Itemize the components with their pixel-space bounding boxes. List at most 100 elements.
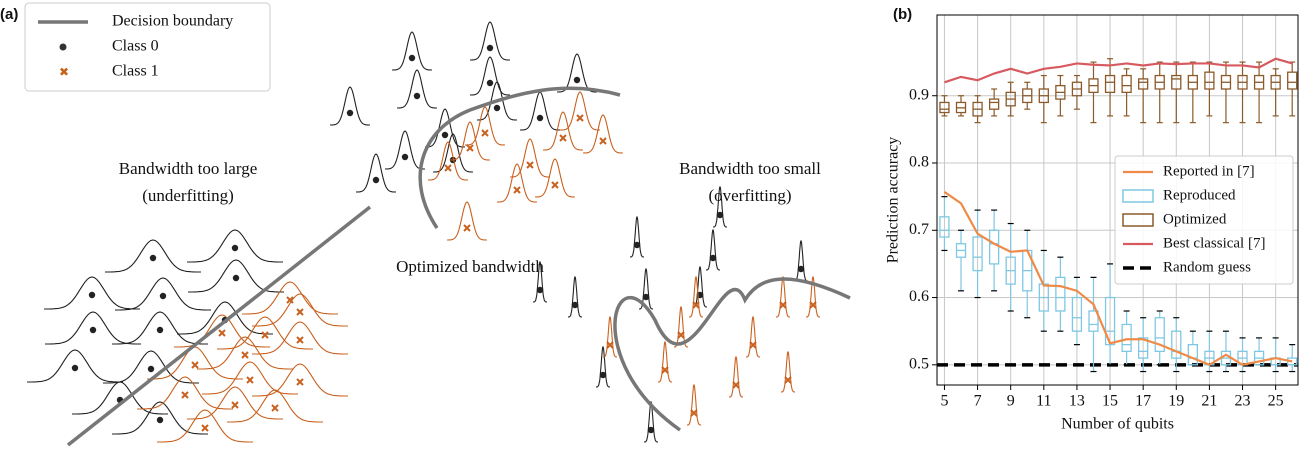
y-axis-label: Prediction accuracy xyxy=(885,137,902,264)
x-tick-label: 11 xyxy=(1036,393,1051,410)
gaussian xyxy=(510,138,550,178)
class-1-point xyxy=(732,381,740,389)
diagram xyxy=(27,21,851,447)
box xyxy=(1138,78,1149,90)
legend-box xyxy=(24,2,271,92)
gaussian xyxy=(729,355,743,398)
class-0-point xyxy=(716,211,724,219)
panel-label: (a) xyxy=(0,6,18,23)
class-0-point xyxy=(231,244,239,252)
x-tick-label: 15 xyxy=(1102,393,1118,410)
class-0-point xyxy=(346,109,354,117)
gaussian xyxy=(157,409,253,443)
annotation: (overfitting) xyxy=(708,186,791,205)
line xyxy=(943,191,1293,367)
legend-swatch xyxy=(1122,189,1154,203)
legend-label: Reported in [7] xyxy=(1163,163,1255,179)
y-tick-label: 0.8 xyxy=(909,154,929,171)
gaussian xyxy=(188,259,284,293)
gaussian xyxy=(147,346,243,380)
box xyxy=(1287,71,1298,90)
gaussian xyxy=(520,91,560,131)
y-tick-label: 0.5 xyxy=(909,355,929,372)
box xyxy=(1171,330,1182,359)
gaussian xyxy=(447,201,487,241)
class-1-point xyxy=(231,401,239,409)
legend-label: Random guess xyxy=(1163,259,1251,275)
gaussian xyxy=(470,56,510,96)
gaussian xyxy=(470,21,510,61)
gaussian xyxy=(252,321,348,355)
class-0-point xyxy=(493,104,501,112)
gaussian xyxy=(27,349,123,383)
class-1-point xyxy=(463,224,471,232)
class-1-point xyxy=(218,329,226,337)
gaussian xyxy=(568,275,582,318)
legend-label: Decision boundary xyxy=(112,13,233,30)
class-1-point xyxy=(513,186,521,194)
class-0-point xyxy=(159,292,167,300)
class-0-point xyxy=(709,254,717,262)
annotation: Bandwidth too small xyxy=(679,159,821,178)
legend-swatch xyxy=(1122,213,1154,227)
y-tick-label: 0.6 xyxy=(909,288,929,305)
class-1-point xyxy=(444,164,452,172)
legend-label: Class 1 xyxy=(112,63,159,80)
box xyxy=(1138,337,1149,359)
class-1-point xyxy=(559,134,567,142)
gaussian xyxy=(557,53,597,93)
class-0-point xyxy=(797,265,805,273)
class-1-point xyxy=(286,296,294,304)
x-tick-label: 13 xyxy=(1069,393,1085,410)
class-0-point xyxy=(599,371,607,379)
x-tick-label: 23 xyxy=(1235,393,1251,410)
y-tick-label: 0.9 xyxy=(909,86,929,103)
box xyxy=(939,216,950,238)
x-tick-label: 7 xyxy=(974,393,982,410)
box xyxy=(1204,71,1215,90)
gaussian xyxy=(806,275,820,318)
gaussian xyxy=(713,185,727,228)
class-0-point xyxy=(413,92,421,100)
decision-boundary xyxy=(418,86,621,229)
x-tick-label: 19 xyxy=(1168,393,1184,410)
class-0-point xyxy=(401,153,409,161)
class-1-point xyxy=(599,137,607,145)
y-tick-label: 0.7 xyxy=(909,221,929,238)
gaussian xyxy=(477,81,517,121)
gaussian xyxy=(252,363,348,397)
box xyxy=(1171,74,1182,90)
class-0-point xyxy=(408,54,416,62)
box xyxy=(1055,276,1066,312)
gaussian xyxy=(639,267,653,310)
gaussian xyxy=(105,239,201,273)
gaussian xyxy=(397,69,437,109)
legend-label: Optimized xyxy=(1163,211,1227,227)
gaussian xyxy=(217,316,313,350)
gaussian xyxy=(794,239,808,282)
gaussian xyxy=(187,229,283,263)
x-tick-label: 17 xyxy=(1135,393,1151,410)
plot-frame xyxy=(936,14,1299,386)
gaussian xyxy=(746,315,760,358)
class-0-point xyxy=(156,326,164,334)
gaussian xyxy=(781,350,795,393)
gaussian xyxy=(497,163,537,203)
gaussian xyxy=(433,133,473,173)
class-1-point xyxy=(749,341,757,349)
class-1-point xyxy=(191,361,199,369)
box xyxy=(1088,310,1099,332)
box xyxy=(1154,317,1165,353)
x-tick-label: 25 xyxy=(1268,393,1284,410)
class-1-point xyxy=(526,161,534,169)
box xyxy=(972,236,983,272)
box xyxy=(1121,74,1132,94)
gaussian xyxy=(706,228,720,271)
gaussian xyxy=(242,281,338,315)
gaussian xyxy=(535,158,575,198)
gaussian xyxy=(450,121,490,161)
class-0-point xyxy=(642,293,650,301)
x-tick-label: 21 xyxy=(1201,393,1217,410)
legend-label: Best classical [7] xyxy=(1163,235,1265,251)
class-1-point xyxy=(241,351,249,359)
